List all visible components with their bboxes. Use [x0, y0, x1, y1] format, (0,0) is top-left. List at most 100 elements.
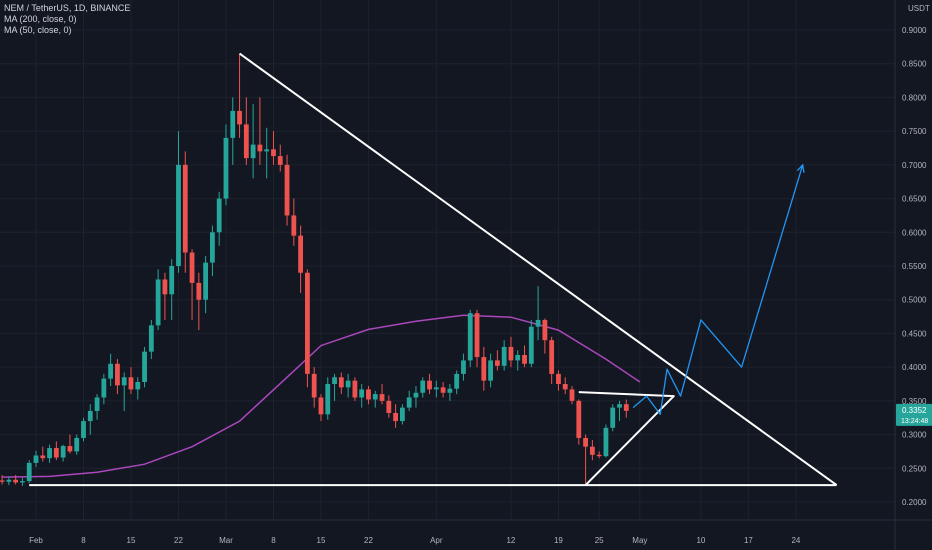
candle-up [467, 313, 473, 361]
time-tick-label: 15 [317, 536, 326, 545]
price-tick-label: 0.8000 [902, 93, 927, 102]
current-price-marker: 0.3352 13:24:48 [896, 403, 932, 426]
candle-down [189, 252, 195, 283]
candle-down [243, 124, 249, 159]
candle-down [366, 389, 371, 400]
candle-up [332, 377, 337, 384]
candle-up [264, 149, 270, 152]
time-tick-label: Apr [430, 536, 443, 545]
candle-up [87, 410, 93, 422]
price-tick-label: 0.6000 [902, 228, 927, 237]
price-tick-label: 0.3000 [902, 431, 927, 440]
candle-up [250, 144, 256, 159]
candle-up [325, 384, 331, 415]
candle-up [176, 164, 181, 266]
candle-up [535, 319, 541, 327]
candle-up [33, 455, 39, 463]
candle-up [359, 389, 365, 398]
time-tick-label: 24 [791, 536, 800, 545]
price-tick-label: 0.2000 [902, 498, 927, 507]
candle-down [508, 346, 514, 361]
candle-up [155, 279, 161, 326]
time-tick-label: 8 [81, 536, 86, 545]
projection-arrowhead [796, 163, 805, 173]
time-tick-label: 15 [127, 536, 136, 545]
candle-down [623, 404, 629, 411]
candle-down [569, 389, 575, 401]
candle-up [203, 262, 209, 300]
grid-lines [0, 0, 895, 520]
candle-down [0, 480, 5, 482]
candle-up [420, 380, 426, 393]
candle-down [352, 380, 358, 398]
candle-down [257, 144, 263, 152]
candle-down [271, 149, 276, 157]
candle-down [298, 235, 304, 273]
current-price-box [896, 403, 932, 426]
candle-up [488, 360, 493, 381]
trendline-drawings [29, 52, 838, 487]
price-tick-label: 0.2500 [902, 464, 927, 473]
time-tick-label: 19 [554, 536, 563, 545]
candle-up [617, 404, 622, 408]
candle-up [94, 397, 100, 411]
ma200-legend[interactable]: MA (200, close, 0) [4, 14, 77, 24]
candle-down [583, 437, 588, 447]
candle-down [53, 448, 59, 458]
candle-up [81, 421, 86, 438]
candle-down [67, 446, 73, 452]
time-axis[interactable]: Feb 8 15 22 Mar 8 15 22 Apr 12 19 25 May 10 17 24 [0, 519, 932, 545]
time-tick-label: 25 [595, 536, 604, 545]
candle-up [528, 326, 534, 364]
candle-up [60, 446, 66, 458]
countdown-label: 13:24:48 [901, 418, 928, 425]
candle-up [345, 380, 351, 388]
candle-down [589, 446, 595, 455]
price-tick-label: 0.4500 [902, 329, 927, 338]
candle-up [603, 427, 609, 457]
time-tick-label: Mar [219, 536, 233, 545]
candle-down [556, 373, 561, 384]
candle-up [101, 378, 107, 398]
candle-down [115, 363, 120, 386]
candle-down [494, 360, 500, 366]
symbol-title[interactable]: NEM / TetherUS, 1D, BINANCE [4, 3, 131, 13]
candle-up [148, 325, 154, 352]
candle-down [481, 357, 487, 381]
price-tick-label: 0.8500 [902, 60, 927, 69]
candle-up [501, 346, 507, 366]
candle-up [74, 437, 80, 452]
price-tick-label: 0.5500 [902, 262, 927, 271]
price-axis[interactable]: USDT 0.9000 0.8500 0.8000 0.7500 0.7000 0.6500… [894, 0, 930, 550]
candle-up [447, 388, 453, 393]
candle-up [461, 360, 466, 374]
candle-down [562, 384, 568, 390]
candle-down [162, 279, 168, 295]
candle-up [210, 232, 215, 263]
candle-up [223, 137, 229, 199]
time-tick-label: 17 [744, 536, 753, 545]
time-tick-label: May [632, 536, 647, 545]
candle-down [522, 355, 527, 364]
candle-down [338, 377, 344, 388]
candle-up [399, 407, 405, 422]
candle-up [230, 110, 236, 138]
time-tick-label: 8 [271, 536, 276, 545]
candles-layer [0, 53, 629, 486]
candle-up [135, 381, 141, 390]
currency-label: USDT [908, 4, 930, 13]
price-tick-label: 0.7000 [902, 161, 927, 170]
candle-down [128, 377, 134, 390]
candle-down [284, 164, 290, 216]
candle-up [121, 377, 127, 386]
candle-up [108, 363, 114, 379]
candle-up [406, 397, 412, 408]
candle-down [237, 110, 242, 125]
ma50-legend[interactable]: MA (50, close, 0) [4, 25, 72, 35]
price-tick-label: 0.7500 [902, 127, 927, 136]
price-tick-label: 0.5000 [902, 296, 927, 305]
candle-down [196, 282, 202, 300]
candle-down [379, 394, 385, 401]
